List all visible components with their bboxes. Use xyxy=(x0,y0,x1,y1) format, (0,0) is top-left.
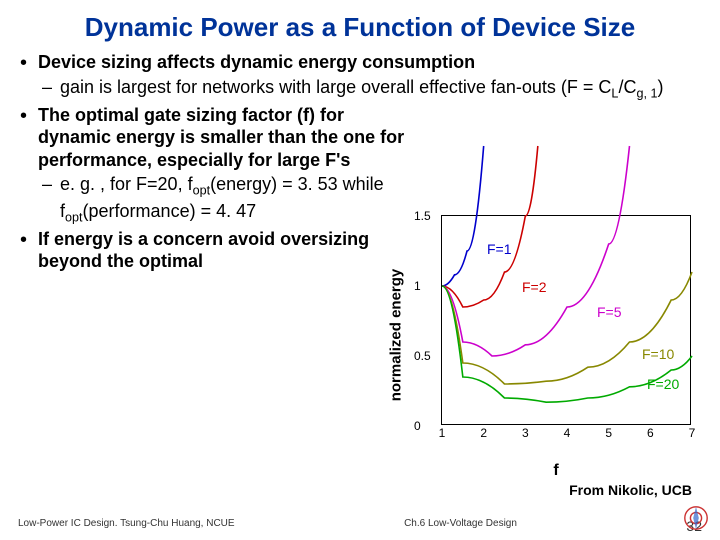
bullet-1-text: Device sizing affects dynamic energy con… xyxy=(38,52,475,72)
bullet-2a: e. g. , for F=20, fopt(energy) = 3. 53 w… xyxy=(20,173,420,226)
sub-g1: g, 1 xyxy=(636,86,657,100)
bullet-3-text: If energy is a concern avoid oversizing … xyxy=(38,228,418,273)
chart-container: normalized energy 00.511.51234567F=1F=2F… xyxy=(406,210,706,460)
curve-label: F=10 xyxy=(642,346,674,362)
x-tick: 7 xyxy=(689,426,696,440)
y-tick: 1 xyxy=(414,279,421,293)
y-tick: 0 xyxy=(414,419,421,433)
bullet-1a-mid: /C xyxy=(618,77,636,97)
bullet-1a: gain is largest for networks with large … xyxy=(20,76,700,102)
bullet-2: The optimal gate sizing factor (f) for d… xyxy=(20,104,700,172)
bullet-2a-end: (performance) = 4. 47 xyxy=(83,201,257,221)
bullet-2-text: The optimal gate sizing factor (f) for d… xyxy=(38,104,418,172)
x-tick: 5 xyxy=(605,426,612,440)
x-tick: 4 xyxy=(564,426,571,440)
plot-svg xyxy=(442,216,692,426)
plot-area: 00.511.51234567F=1F=2F=5F=10F=20 xyxy=(441,215,691,425)
curve-line xyxy=(442,272,692,384)
curve-label: F=2 xyxy=(522,279,547,295)
logo-icon xyxy=(682,504,710,532)
y-axis-label: normalized energy xyxy=(388,269,405,402)
bullet-1a-end: ) xyxy=(657,77,663,97)
footer: Low-Power IC Design. Tsung-Chu Huang, NC… xyxy=(0,518,720,534)
footer-left: Low-Power IC Design. Tsung-Chu Huang, NC… xyxy=(18,518,235,534)
y-tick: 0.5 xyxy=(414,349,431,363)
bullet-2a-start: e. g. , for F=20, f xyxy=(60,174,193,194)
x-tick: 2 xyxy=(480,426,487,440)
x-tick: 6 xyxy=(647,426,654,440)
attribution-text: From Nikolic, UCB xyxy=(569,482,692,498)
x-tick: 3 xyxy=(522,426,529,440)
sub-opt2: opt xyxy=(65,210,83,224)
footer-center: Ch.6 Low-Voltage Design xyxy=(404,518,517,534)
sub-opt1: opt xyxy=(193,184,211,198)
slide-title: Dynamic Power as a Function of Device Si… xyxy=(0,0,720,51)
curve-label: F=5 xyxy=(597,304,622,320)
curve-label: F=1 xyxy=(487,241,512,257)
bullet-1: Device sizing affects dynamic energy con… xyxy=(20,51,700,74)
y-tick: 1.5 xyxy=(414,209,431,223)
curve-label: F=20 xyxy=(647,376,679,392)
x-tick: 1 xyxy=(439,426,446,440)
bullet-1a-text: gain is largest for networks with large … xyxy=(60,77,611,97)
x-axis-label: f xyxy=(553,462,558,480)
